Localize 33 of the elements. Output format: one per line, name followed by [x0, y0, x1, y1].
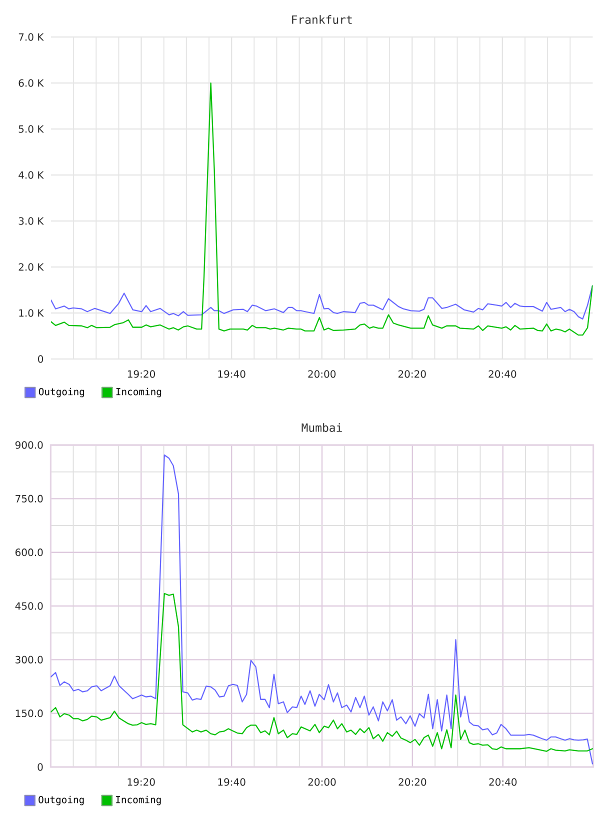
y-tick-label: 0 [38, 355, 44, 363]
y-tick-label: 3.0 K [18, 217, 44, 225]
y-tick-label: 750.0 [16, 494, 43, 502]
x-tick-label: 20:20 [398, 370, 426, 378]
x-tick-label: 20:40 [488, 370, 516, 378]
x-tick-label: 20:00 [308, 778, 336, 786]
y-tick-label: 1.0 K [19, 309, 44, 317]
y-tick-label: 450.0 [15, 602, 43, 610]
y-tick-label: 4.0 K [18, 171, 44, 179]
y-tick-label: 600.0 [15, 548, 43, 556]
x-tick-label: 20:20 [398, 778, 426, 786]
x-tick-label: 19:20 [128, 778, 155, 786]
x-tick-label: 20:40 [489, 778, 517, 786]
y-tick-label: 0 [38, 763, 43, 771]
chart-title: Mumbai [302, 423, 342, 432]
legend-label: Outgoing [38, 388, 84, 398]
line-series [51, 82, 593, 336]
x-tick-label: 20:00 [308, 370, 336, 378]
y-tick-label: 7.0 K [18, 33, 44, 41]
line-series [51, 285, 593, 320]
y-tick-label: 300.0 [16, 656, 43, 664]
y-tick-label: 150.0 [16, 710, 43, 718]
legend-label: Incoming [116, 388, 162, 398]
legend-label: Outgoing [38, 796, 84, 806]
x-tick-label: 19:40 [218, 778, 246, 786]
x-tick-label: 19:40 [218, 370, 246, 378]
chart-title: Frankfurt [292, 15, 352, 24]
y-tick-label: 5.0 K [18, 125, 44, 133]
x-tick-label: 19:20 [128, 370, 156, 378]
y-tick-label: 6.0 K [18, 79, 44, 87]
legend-label: Incoming [116, 796, 161, 806]
y-tick-label: 900.0 [15, 441, 43, 449]
y-tick-label: 2.0 K [18, 263, 44, 271]
